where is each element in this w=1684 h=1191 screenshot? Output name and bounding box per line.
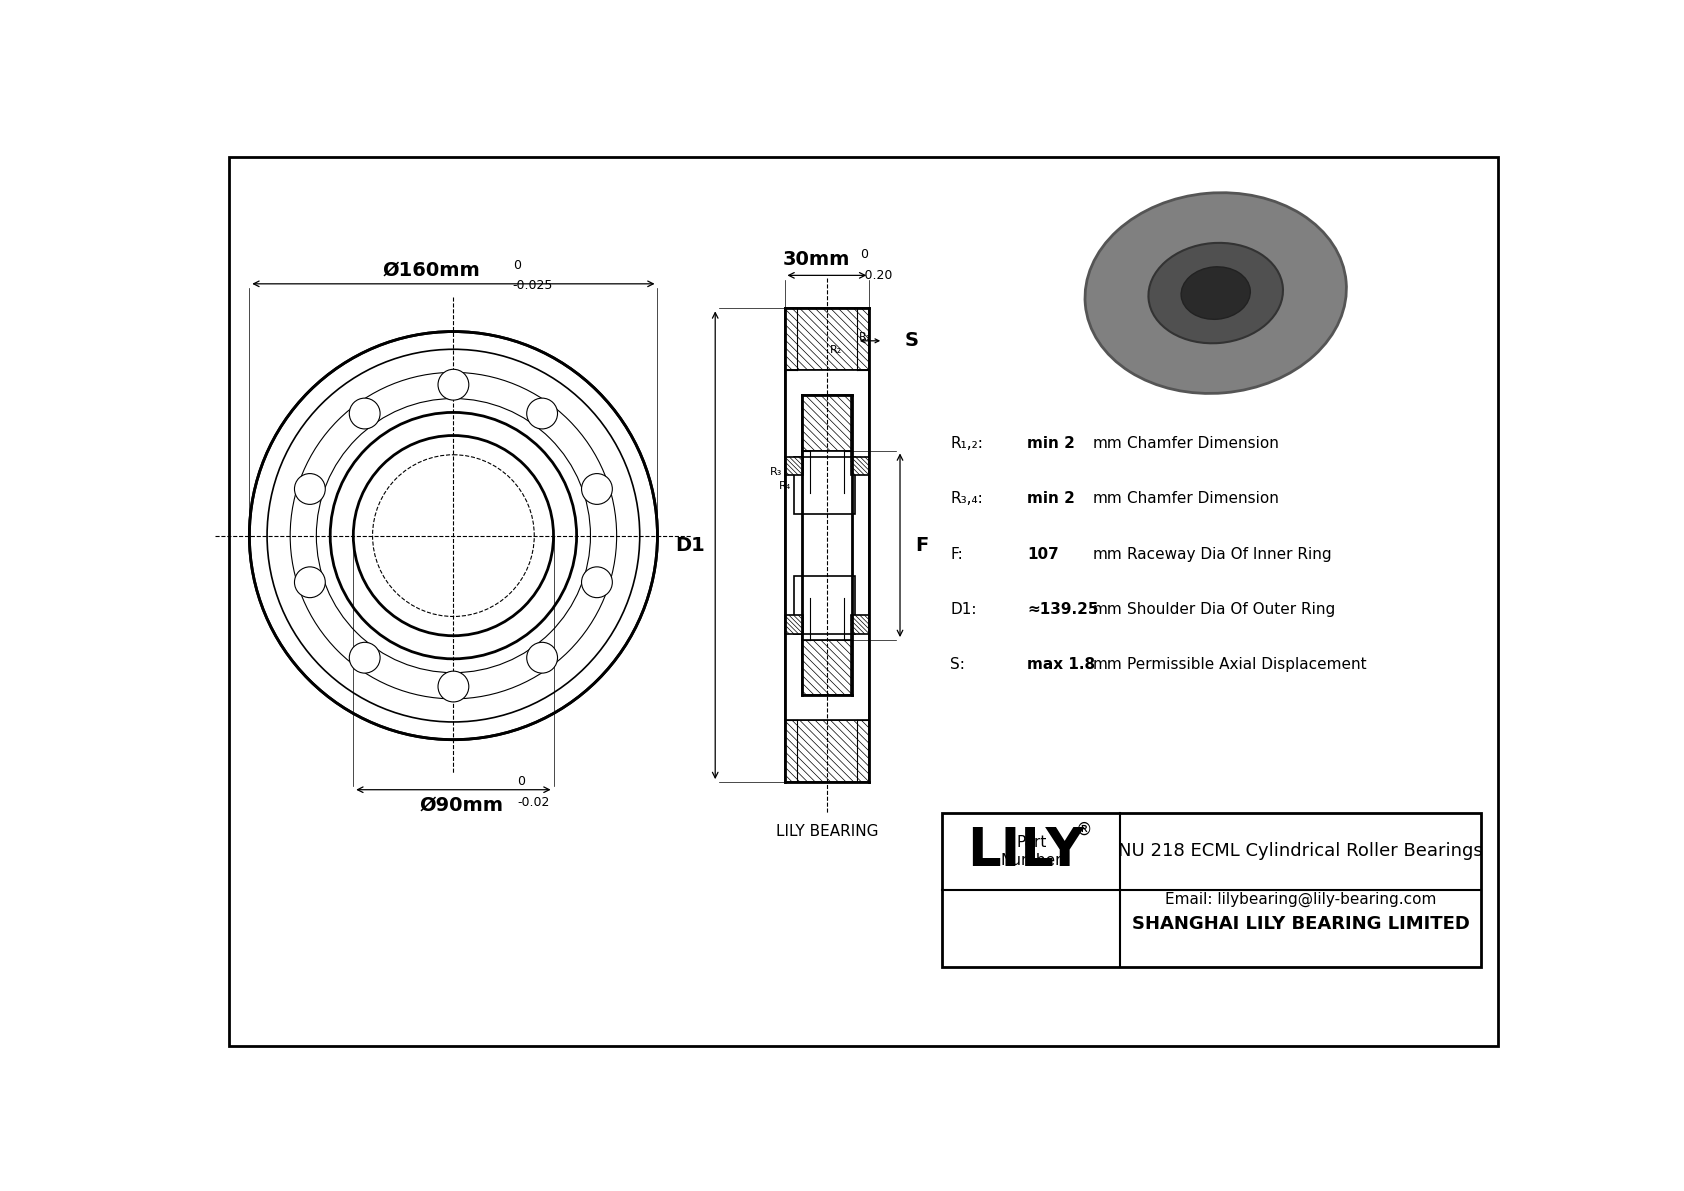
- Bar: [850, 616, 869, 634]
- Text: max 1.8: max 1.8: [1027, 657, 1095, 673]
- Ellipse shape: [1148, 243, 1283, 343]
- Text: Shoulder Dia Of Outer Ring: Shoulder Dia Of Outer Ring: [1127, 601, 1335, 617]
- Text: Chamfer Dimension: Chamfer Dimension: [1127, 491, 1280, 506]
- Bar: [785, 308, 869, 370]
- Bar: [943, 812, 1482, 967]
- Circle shape: [249, 331, 657, 740]
- Text: mm: mm: [1093, 657, 1122, 673]
- Text: ≈139.25: ≈139.25: [1027, 601, 1098, 617]
- Ellipse shape: [1180, 267, 1250, 319]
- Text: S:: S:: [950, 657, 965, 673]
- Text: R₂: R₂: [830, 345, 842, 355]
- Text: R₁: R₁: [859, 331, 871, 342]
- Bar: [802, 395, 852, 450]
- Bar: [785, 721, 869, 782]
- Text: min 2: min 2: [1027, 491, 1074, 506]
- Text: F: F: [916, 536, 928, 555]
- Text: 0: 0: [861, 249, 867, 262]
- Text: Chamfer Dimension: Chamfer Dimension: [1127, 436, 1280, 450]
- Circle shape: [295, 474, 325, 504]
- Text: Email: lilybearing@lily-bearing.com: Email: lilybearing@lily-bearing.com: [1165, 891, 1436, 906]
- Text: -0.20: -0.20: [861, 269, 893, 282]
- Text: Ø160mm: Ø160mm: [382, 260, 480, 279]
- Text: S: S: [904, 331, 919, 350]
- Bar: [802, 640, 852, 696]
- Text: LILY BEARING: LILY BEARING: [776, 824, 877, 840]
- Circle shape: [527, 642, 557, 673]
- Bar: [785, 456, 803, 475]
- Text: F:: F:: [950, 547, 963, 562]
- Text: -0.025: -0.025: [512, 279, 552, 292]
- Text: 107: 107: [1027, 547, 1059, 562]
- Bar: [785, 616, 803, 634]
- Circle shape: [438, 672, 468, 701]
- Text: mm: mm: [1093, 436, 1122, 450]
- Circle shape: [527, 398, 557, 429]
- Text: ®: ®: [1076, 821, 1091, 838]
- Circle shape: [349, 398, 381, 429]
- Text: R₃,₄:: R₃,₄:: [950, 491, 983, 506]
- Circle shape: [581, 474, 613, 504]
- Text: mm: mm: [1093, 547, 1122, 562]
- Bar: [802, 598, 852, 640]
- Bar: [793, 456, 854, 515]
- Ellipse shape: [1084, 193, 1347, 393]
- Text: Raceway Dia Of Inner Ring: Raceway Dia Of Inner Ring: [1127, 547, 1332, 562]
- Text: Permissible Axial Displacement: Permissible Axial Displacement: [1127, 657, 1367, 673]
- Text: Part
Number: Part Number: [1000, 835, 1063, 867]
- Text: 30mm: 30mm: [783, 250, 850, 269]
- Text: 0: 0: [517, 775, 525, 788]
- Text: min 2: min 2: [1027, 436, 1074, 450]
- Circle shape: [581, 567, 613, 598]
- Bar: [802, 450, 852, 493]
- Text: SHANGHAI LILY BEARING LIMITED: SHANGHAI LILY BEARING LIMITED: [1132, 915, 1470, 933]
- Text: -0.02: -0.02: [517, 796, 549, 809]
- Text: Ø90mm: Ø90mm: [419, 796, 504, 815]
- Circle shape: [295, 567, 325, 598]
- Bar: [793, 576, 854, 634]
- Bar: [850, 456, 869, 475]
- Text: R₁,₂:: R₁,₂:: [950, 436, 983, 450]
- Text: 0: 0: [512, 258, 520, 272]
- Text: NU 218 ECML Cylindrical Roller Bearings: NU 218 ECML Cylindrical Roller Bearings: [1118, 842, 1484, 860]
- Circle shape: [438, 369, 468, 400]
- Text: mm: mm: [1093, 601, 1122, 617]
- Text: R₄: R₄: [780, 481, 791, 491]
- Text: D1:: D1:: [950, 601, 977, 617]
- Circle shape: [349, 642, 381, 673]
- Text: mm: mm: [1093, 491, 1122, 506]
- Bar: [785, 370, 869, 721]
- Text: LILY: LILY: [967, 825, 1083, 878]
- Text: D1: D1: [675, 536, 706, 555]
- Text: R₃: R₃: [770, 467, 783, 478]
